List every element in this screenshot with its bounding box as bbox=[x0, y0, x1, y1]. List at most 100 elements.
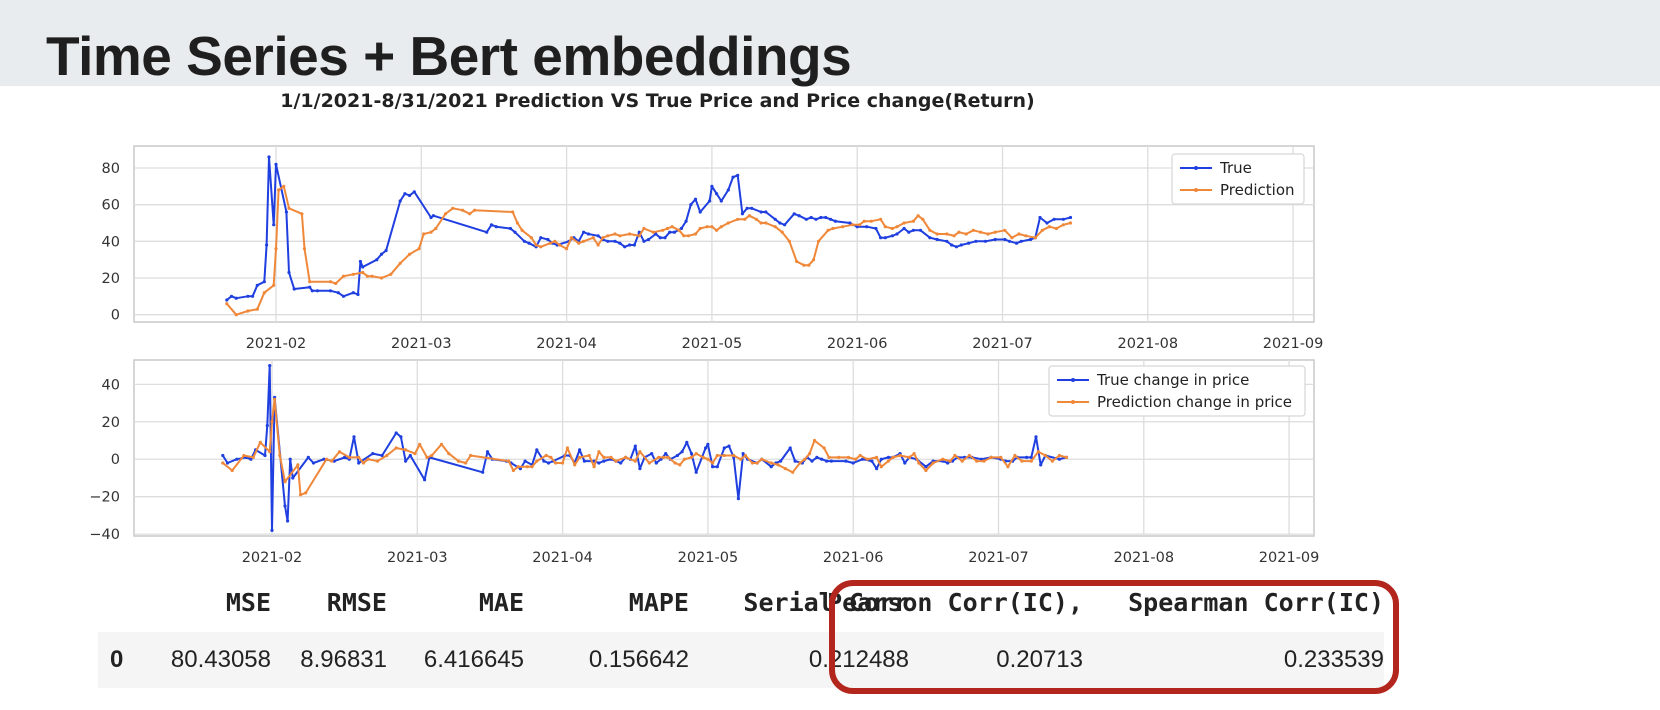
data-point bbox=[272, 223, 276, 227]
data-point bbox=[225, 461, 230, 465]
data-point bbox=[736, 173, 740, 177]
data-point bbox=[485, 450, 490, 454]
data-point bbox=[745, 206, 749, 210]
data-point bbox=[668, 230, 672, 234]
data-point bbox=[736, 497, 741, 501]
data-point bbox=[858, 453, 862, 458]
data-point bbox=[429, 230, 433, 234]
data-point bbox=[739, 457, 743, 461]
data-point bbox=[434, 226, 438, 231]
data-point bbox=[494, 225, 498, 229]
data-point bbox=[945, 232, 949, 236]
data-point bbox=[684, 219, 688, 223]
data-point bbox=[394, 431, 398, 435]
data-point bbox=[672, 230, 677, 234]
data-point bbox=[399, 435, 403, 439]
x-tick-label: 2021-08 bbox=[1118, 336, 1179, 352]
data-point bbox=[558, 243, 562, 247]
data-point bbox=[274, 247, 278, 251]
data-point bbox=[298, 493, 303, 497]
highlight-box bbox=[829, 580, 1399, 694]
data-point bbox=[971, 228, 976, 232]
data-point bbox=[689, 203, 693, 207]
data-point bbox=[221, 453, 225, 458]
x-tick-label: 2021-09 bbox=[1259, 550, 1320, 566]
data-point bbox=[1034, 435, 1038, 439]
data-point bbox=[916, 214, 920, 218]
data-point bbox=[628, 232, 632, 236]
data-point bbox=[379, 276, 384, 280]
data-point bbox=[413, 452, 417, 456]
data-point bbox=[698, 226, 702, 231]
figure-title: 1/1/2021-8/31/2021 Prediction VS True Pr… bbox=[280, 90, 1035, 112]
data-point bbox=[661, 455, 666, 459]
data-point bbox=[251, 294, 255, 298]
data-point bbox=[1024, 234, 1028, 238]
data-point bbox=[967, 241, 971, 245]
x-tick-label: 2021-08 bbox=[1114, 550, 1175, 566]
data-point bbox=[1052, 217, 1056, 221]
data-point bbox=[993, 230, 997, 234]
data-point bbox=[358, 259, 362, 264]
data-point bbox=[328, 280, 333, 284]
data-point bbox=[582, 459, 587, 463]
data-point bbox=[783, 467, 788, 471]
data-point bbox=[284, 210, 288, 214]
legend-label: True change in price bbox=[1096, 371, 1249, 389]
x-tick-label: 2021-07 bbox=[968, 550, 1029, 566]
data-point bbox=[268, 364, 272, 368]
data-point bbox=[875, 455, 879, 459]
data-point bbox=[315, 289, 320, 293]
series-true bbox=[225, 155, 1073, 302]
data-point bbox=[706, 442, 710, 446]
data-point bbox=[361, 265, 365, 269]
data-point bbox=[561, 461, 565, 465]
data-point bbox=[957, 230, 961, 234]
data-point bbox=[791, 470, 795, 474]
data-point bbox=[263, 453, 267, 458]
data-point bbox=[759, 221, 763, 225]
data-point bbox=[677, 228, 681, 232]
data-point bbox=[371, 452, 375, 456]
data-point bbox=[384, 248, 388, 253]
data-point bbox=[807, 263, 811, 267]
data-point bbox=[577, 241, 581, 245]
data-point bbox=[591, 236, 595, 240]
data-point bbox=[1039, 463, 1043, 467]
data-point bbox=[523, 459, 527, 463]
data-point bbox=[602, 459, 606, 463]
data-point bbox=[719, 199, 723, 203]
data-point bbox=[642, 226, 646, 231]
data-point bbox=[606, 234, 610, 238]
series-line bbox=[226, 185, 1071, 316]
y-tick-label: 40 bbox=[102, 234, 120, 250]
data-point bbox=[398, 261, 402, 265]
data-point bbox=[451, 206, 455, 210]
data-point bbox=[273, 397, 277, 401]
data-point bbox=[964, 232, 968, 236]
data-point bbox=[322, 457, 326, 461]
data-point bbox=[1054, 226, 1058, 231]
data-point bbox=[769, 461, 773, 465]
x-tick-label: 2021-02 bbox=[246, 336, 307, 352]
data-point bbox=[743, 217, 747, 221]
data-point bbox=[764, 210, 768, 214]
data-point bbox=[974, 239, 978, 243]
data-point bbox=[1013, 453, 1017, 458]
legend: True Prediction bbox=[1171, 153, 1305, 205]
data-point bbox=[258, 440, 262, 444]
data-point bbox=[879, 236, 883, 240]
data-point bbox=[527, 241, 531, 245]
data-point bbox=[554, 461, 558, 465]
data-point bbox=[278, 453, 282, 458]
column-header-serial-corr: Serial Corr bbox=[743, 588, 909, 617]
data-point bbox=[225, 298, 229, 302]
data-point bbox=[221, 461, 225, 465]
legend-marker bbox=[1071, 378, 1075, 382]
data-point bbox=[431, 214, 435, 218]
data-point bbox=[361, 270, 365, 275]
data-point bbox=[833, 219, 838, 223]
data-point bbox=[343, 455, 347, 459]
data-point bbox=[351, 272, 355, 276]
